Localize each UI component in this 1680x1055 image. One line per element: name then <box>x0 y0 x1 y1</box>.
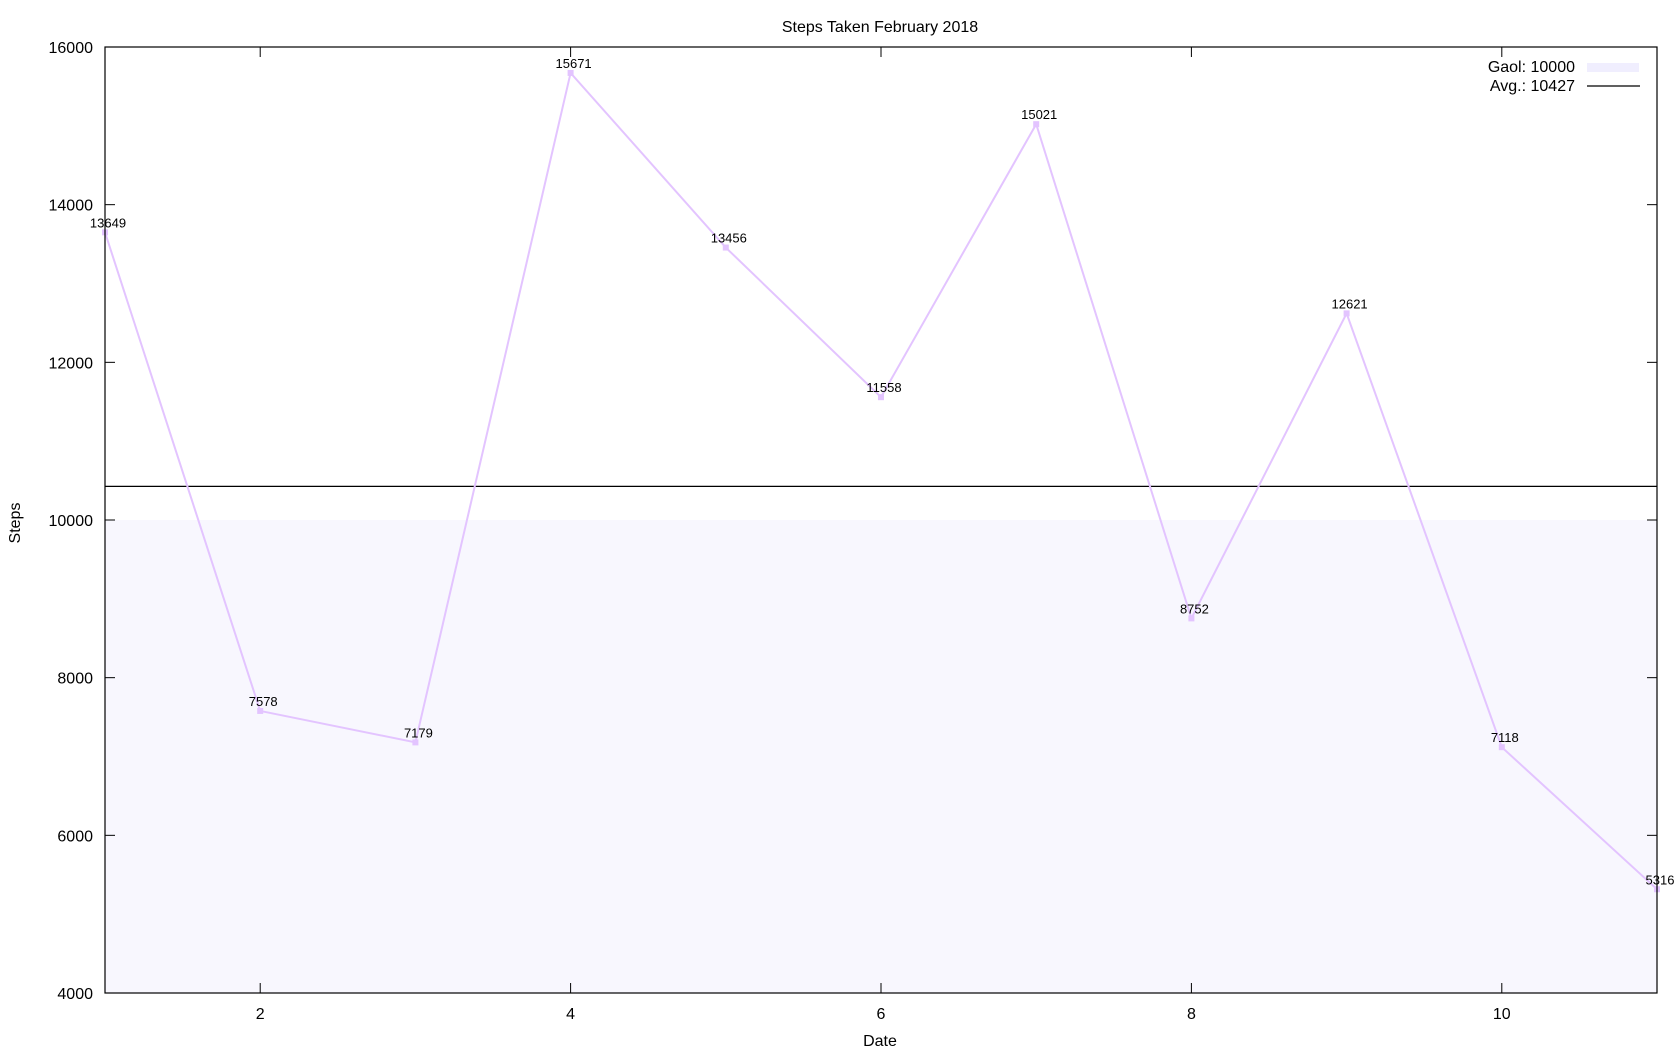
data-label: 5316 <box>1646 872 1675 887</box>
data-point <box>1498 744 1505 751</box>
legend-goal-swatch <box>1587 63 1639 72</box>
data-point <box>1343 310 1350 317</box>
y-tick-label: 16000 <box>49 40 94 57</box>
legend-average-label: Avg.: 10427 <box>1490 78 1575 95</box>
data-point <box>257 707 264 714</box>
data-labels: 13649 7578 7179 15671 13456 11558 15021 8752 126… <box>90 56 1675 887</box>
legend: Gaol: 10000 Avg.: 10427 <box>1488 59 1640 95</box>
data-label: 12621 <box>1332 296 1368 311</box>
x-tick-label: 10 <box>1493 1006 1511 1023</box>
data-label: 11558 <box>866 380 901 395</box>
goal-area <box>105 520 1657 993</box>
y-tick-label: 12000 <box>49 355 94 372</box>
y-tick-label: 14000 <box>49 198 94 215</box>
data-label: 7118 <box>1491 730 1519 745</box>
y-tick-label: 4000 <box>57 986 93 1003</box>
y-axis-label: Steps <box>7 503 24 544</box>
data-point <box>1033 121 1040 128</box>
y-tick-label: 10000 <box>49 513 94 530</box>
data-label: 8752 <box>1180 601 1209 616</box>
data-label: 15021 <box>1021 107 1057 122</box>
data-point <box>567 69 574 76</box>
y-tick-label: 8000 <box>57 671 93 688</box>
y-tick-label: 6000 <box>57 828 93 845</box>
data-point <box>878 394 884 401</box>
x-axis-label: Date <box>863 1033 897 1050</box>
x-tick-label: 2 <box>256 1006 265 1023</box>
legend-goal-label: Gaol: 10000 <box>1488 59 1575 76</box>
chart-title: Steps Taken February 2018 <box>782 19 978 36</box>
x-axis-ticks: 2 4 6 8 10 <box>256 47 1511 1023</box>
data-label: 13649 <box>90 215 126 230</box>
plot-border <box>104 46 1658 994</box>
y-axis-ticks: 4000 6000 8000 10000 12000 14000 16000 <box>49 40 1657 1003</box>
data-label: 7179 <box>404 725 433 740</box>
data-point <box>1188 615 1195 622</box>
x-tick-label: 6 <box>877 1006 886 1023</box>
data-point <box>722 244 729 251</box>
data-label: 13456 <box>711 231 747 246</box>
data-label: 15671 <box>556 56 592 71</box>
data-label: 7578 <box>249 694 278 709</box>
x-tick-label: 8 <box>1187 1006 1196 1023</box>
data-point <box>412 739 419 746</box>
x-tick-label: 4 <box>566 1006 575 1023</box>
